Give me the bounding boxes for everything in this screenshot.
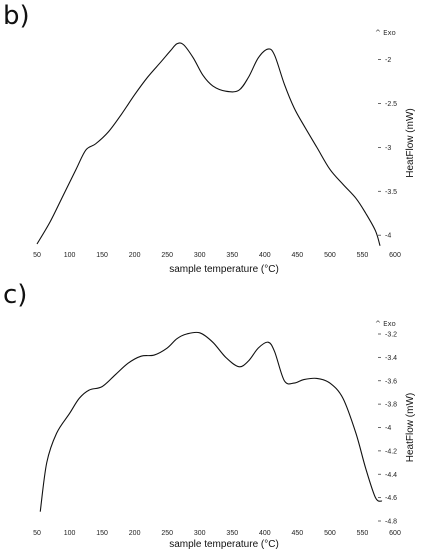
y-tick-label: -2 xyxy=(385,57,391,64)
x-tick-label: 300 xyxy=(194,252,206,259)
x-tick-label: 100 xyxy=(64,530,76,537)
y-tick-label: -4.8 xyxy=(385,519,397,526)
y-tick-label: -4.2 xyxy=(385,448,397,455)
x-tick-label: 400 xyxy=(259,252,271,259)
x-tick-label: 100 xyxy=(64,252,76,259)
x-tick-label: 450 xyxy=(292,252,304,259)
x-tick-label: 300 xyxy=(194,530,206,537)
y-tick-label: -3.5 xyxy=(385,189,397,196)
x-tick-label: 200 xyxy=(129,530,141,537)
x-tick-label: 550 xyxy=(357,530,369,537)
x-tick-label: 150 xyxy=(96,530,108,537)
heatflow-series-line xyxy=(39,331,383,512)
x-tick-label: 600 xyxy=(389,530,401,537)
x-tick-label: 500 xyxy=(324,252,336,259)
x-tick-label: 350 xyxy=(226,530,238,537)
y-tick-label: -3.4 xyxy=(385,355,397,362)
y-tick-label: -4.6 xyxy=(385,495,397,502)
y-tick-label: -4 xyxy=(385,425,391,432)
x-tick-label: 50 xyxy=(33,252,41,259)
exo-marker: ^ Exo xyxy=(375,320,396,328)
panel-label-b: b) xyxy=(3,1,30,31)
x-tick-label: 400 xyxy=(259,530,271,537)
exo-marker: ^ Exo xyxy=(375,29,396,37)
y-tick-label: -3.8 xyxy=(385,402,397,409)
x-tick-label: 150 xyxy=(96,252,108,259)
panel-label-c: c) xyxy=(3,280,28,310)
y-axis-title: HeatFlow (mW) xyxy=(405,108,416,177)
x-tick-label: 550 xyxy=(357,252,369,259)
x-tick-label: 50 xyxy=(33,530,41,537)
x-tick-label: 600 xyxy=(389,252,401,259)
y-tick-label: -2.5 xyxy=(385,101,397,108)
x-axis-title: sample temperature (°C) xyxy=(169,539,279,550)
y-tick-label: -4.4 xyxy=(385,472,397,479)
x-tick-label: 350 xyxy=(226,252,238,259)
y-tick-label: -3 xyxy=(385,145,391,152)
y-tick-label: -4 xyxy=(385,233,391,240)
x-tick-label: 200 xyxy=(129,252,141,259)
x-tick-label: 500 xyxy=(324,530,336,537)
x-tick-label: 250 xyxy=(161,252,173,259)
x-axis-title: sample temperature (°C) xyxy=(169,264,279,275)
y-axis-title: HeatFlow (mW) xyxy=(405,393,416,462)
heatflow-series-line xyxy=(36,42,381,246)
x-tick-label: 450 xyxy=(292,530,304,537)
y-tick-label: -3.2 xyxy=(385,332,397,339)
y-tick-label: -3.6 xyxy=(385,378,397,385)
x-tick-label: 250 xyxy=(161,530,173,537)
heatflow-chart-b: 50 100 150 200 250 300 350 400 450 500 550 600 sampl… xyxy=(33,29,416,275)
